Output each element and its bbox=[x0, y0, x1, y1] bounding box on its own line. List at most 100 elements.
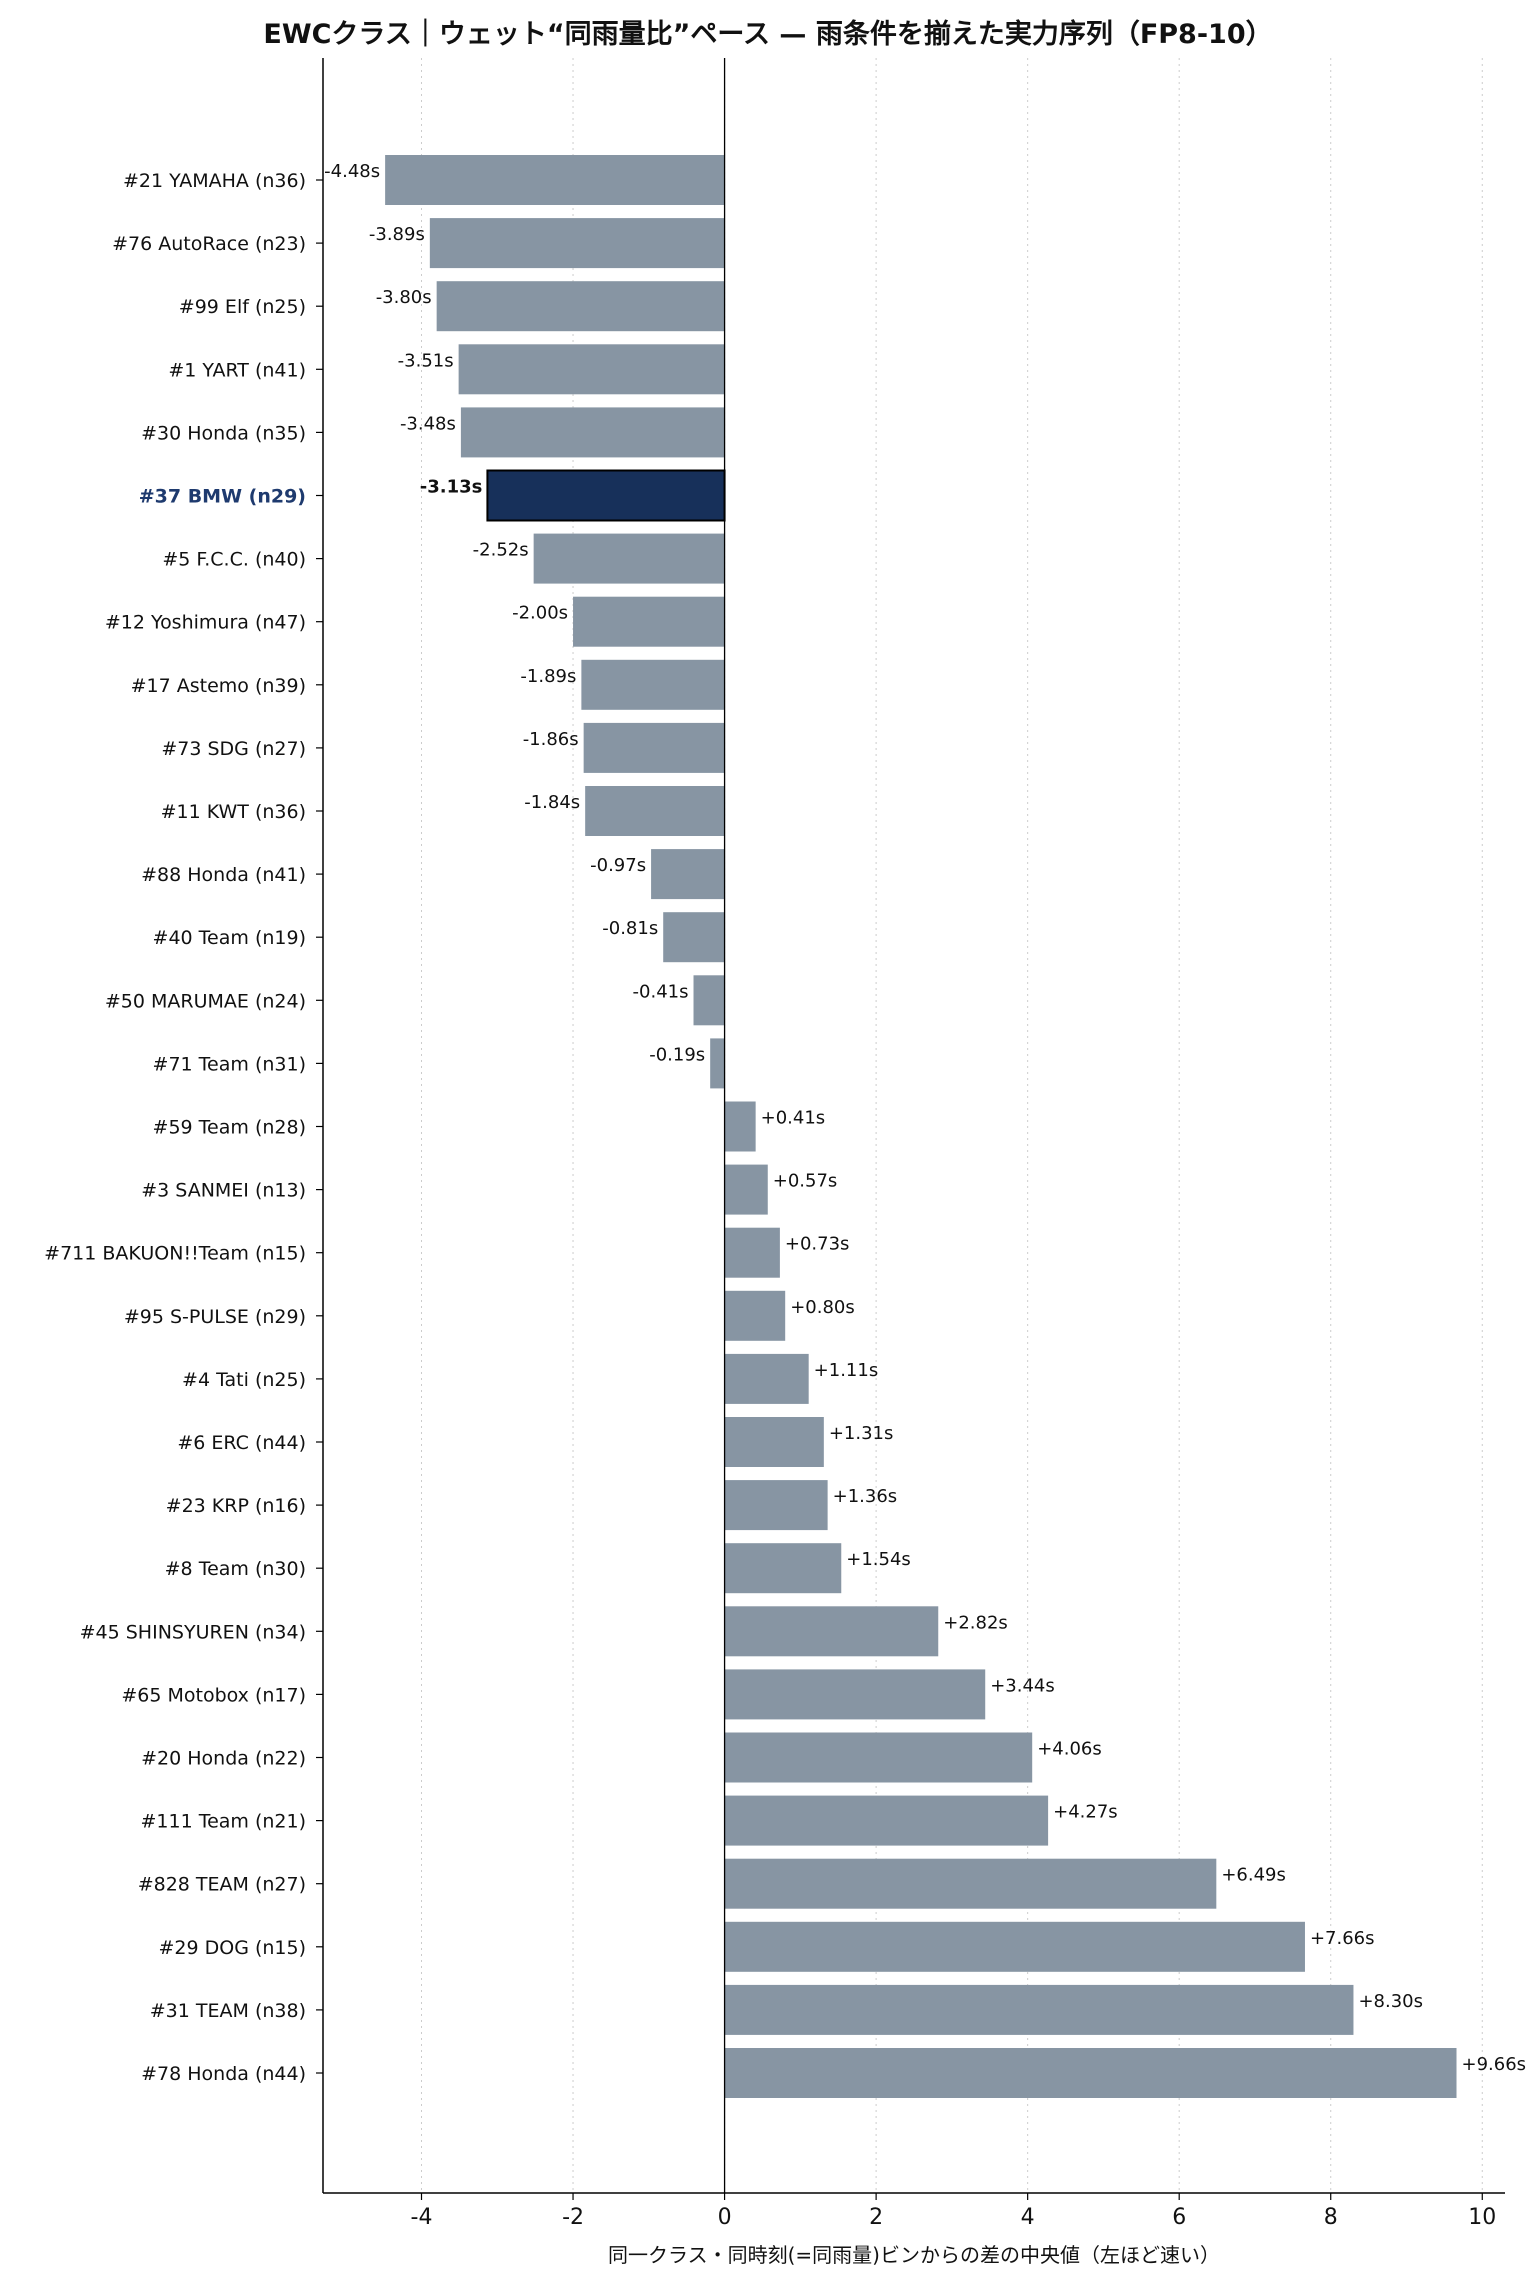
bar bbox=[724, 1795, 1049, 1846]
data-label: -1.84s bbox=[524, 792, 580, 813]
bar bbox=[724, 1669, 986, 1720]
bar bbox=[724, 1164, 768, 1215]
bar bbox=[724, 1290, 786, 1341]
data-label: +1.36s bbox=[833, 1486, 898, 1507]
y-tick-label: #711 BAKUON!!Team (n15) bbox=[44, 1243, 306, 1265]
data-label: -3.51s bbox=[398, 350, 454, 371]
bar bbox=[651, 849, 725, 900]
y-tick-label: #45 SHINSYUREN (n34) bbox=[80, 1621, 306, 1643]
bar bbox=[429, 218, 725, 269]
y-tick-label: #21 YAMAHA (n36) bbox=[123, 170, 306, 192]
data-label: +0.57s bbox=[773, 1171, 838, 1192]
bar bbox=[724, 1732, 1033, 1783]
bar bbox=[724, 1101, 756, 1152]
x-tick-label: 4 bbox=[1021, 2205, 1035, 2230]
data-label: -3.13s bbox=[420, 477, 483, 498]
data-label: -4.48s bbox=[324, 161, 380, 182]
data-label: -2.52s bbox=[473, 540, 529, 561]
bar bbox=[436, 281, 725, 332]
x-tick-label: 10 bbox=[1468, 2205, 1496, 2230]
bar bbox=[724, 1984, 1354, 2035]
y-tick-label: #76 AutoRace (n23) bbox=[112, 233, 306, 255]
data-label: +9.66s bbox=[1462, 2054, 1527, 2075]
x-axis-label: 同一クラス・同時刻(=同雨量)ビンからの差の中央値（左ほど速い） bbox=[608, 2243, 1220, 2267]
data-label: -3.80s bbox=[376, 287, 432, 308]
bar bbox=[724, 1858, 1217, 1909]
y-tick-label: #88 Honda (n41) bbox=[141, 864, 306, 886]
bar bbox=[710, 1038, 725, 1089]
data-label: +4.06s bbox=[1037, 1739, 1102, 1760]
bar bbox=[724, 1543, 842, 1594]
y-tick-label: #111 Team (n21) bbox=[140, 1811, 306, 1833]
x-tick-label: 2 bbox=[869, 2205, 883, 2230]
y-tick-label: #59 Team (n28) bbox=[153, 1117, 306, 1139]
y-tick-label: #99 Elf (n25) bbox=[179, 296, 306, 318]
bar bbox=[724, 2048, 1457, 2098]
chart-title: EWCクラス｜ウェット“同雨量比”ペース — 雨条件を揃えた実力序列（FP8-1… bbox=[263, 19, 1273, 50]
y-tick-label: #23 KRP (n16) bbox=[166, 1495, 306, 1517]
y-tick-label: #50 MARUMAE (n24) bbox=[105, 990, 306, 1012]
y-tick-label: #3 SANMEI (n13) bbox=[141, 1180, 306, 1202]
y-tick-label: #17 Astemo (n39) bbox=[131, 675, 306, 697]
bar bbox=[458, 344, 725, 395]
data-label: -0.81s bbox=[602, 918, 658, 939]
y-tick-label: #29 DOG (n15) bbox=[158, 1937, 306, 1959]
y-tick-label: #8 Team (n30) bbox=[165, 1558, 306, 1580]
y-tick-label: #4 Tati (n25) bbox=[182, 1369, 306, 1391]
data-label: -3.89s bbox=[369, 224, 425, 245]
y-tick-label: #11 KWT (n36) bbox=[161, 801, 306, 823]
data-label: +3.44s bbox=[990, 1675, 1055, 1696]
bar bbox=[585, 786, 725, 836]
bar-highlight bbox=[486, 469, 726, 522]
bar bbox=[573, 596, 725, 647]
bar bbox=[663, 912, 725, 963]
bar bbox=[724, 1606, 939, 1657]
y-tick-label: #1 YART (n41) bbox=[168, 359, 306, 381]
data-label: +1.11s bbox=[814, 1360, 879, 1381]
y-tick-label: #37 BMW (n29) bbox=[139, 486, 306, 508]
y-tick-label: #30 Honda (n35) bbox=[141, 422, 306, 444]
bar bbox=[533, 533, 725, 584]
y-tick-label: #12 Yoshimura (n47) bbox=[105, 612, 306, 634]
y-tick-label: #78 Honda (n44) bbox=[141, 2063, 306, 2085]
x-tick-label: 0 bbox=[718, 2205, 732, 2230]
data-label: -1.89s bbox=[520, 666, 576, 687]
bar bbox=[724, 1480, 828, 1531]
x-tick-label: -2 bbox=[562, 2205, 584, 2230]
y-tick-label: #73 SDG (n27) bbox=[161, 738, 306, 760]
bar bbox=[385, 155, 725, 205]
bar bbox=[724, 1353, 809, 1404]
y-tick-label: #20 Honda (n22) bbox=[141, 1748, 306, 1770]
bar bbox=[583, 722, 725, 773]
bar bbox=[460, 407, 725, 458]
data-label: -0.97s bbox=[590, 855, 646, 876]
y-tick-label: #71 Team (n31) bbox=[153, 1053, 306, 1075]
data-label: +8.30s bbox=[1358, 1991, 1423, 2012]
y-tick-label: #40 Team (n19) bbox=[153, 927, 306, 949]
y-tick-label: #5 F.C.C. (n40) bbox=[162, 549, 306, 571]
data-label: +2.82s bbox=[943, 1612, 1008, 1633]
data-label: +4.27s bbox=[1053, 1802, 1118, 1823]
data-label: -0.19s bbox=[649, 1044, 705, 1065]
x-tick-label: 8 bbox=[1324, 2205, 1338, 2230]
data-label: -1.86s bbox=[523, 729, 579, 750]
bar bbox=[693, 975, 725, 1026]
x-tick-label: 6 bbox=[1172, 2205, 1186, 2230]
data-label: +6.49s bbox=[1221, 1865, 1286, 1886]
data-label: +0.80s bbox=[790, 1297, 855, 1318]
y-tick-label: #65 Motobox (n17) bbox=[121, 1684, 306, 1706]
bar bbox=[724, 1417, 824, 1467]
data-label: -3.48s bbox=[400, 413, 456, 434]
data-label: +7.66s bbox=[1310, 1928, 1375, 1949]
data-label: +0.41s bbox=[761, 1108, 826, 1129]
y-tick-label: #6 ERC (n44) bbox=[177, 1432, 306, 1454]
bar bbox=[581, 659, 725, 710]
y-tick-label: #31 TEAM (n38) bbox=[150, 2000, 306, 2022]
data-label: -0.41s bbox=[633, 981, 689, 1002]
bar bbox=[724, 1921, 1305, 1972]
data-label: +1.31s bbox=[829, 1423, 894, 1444]
bar bbox=[724, 1227, 780, 1278]
data-label: -2.00s bbox=[512, 603, 568, 624]
